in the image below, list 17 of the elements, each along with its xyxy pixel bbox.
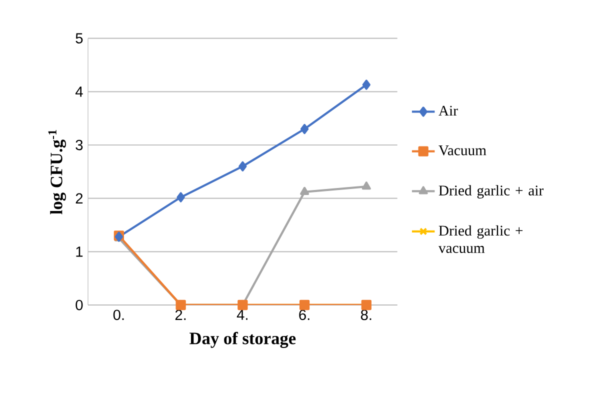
y-tick-label: 0: [76, 300, 83, 310]
legend-label: Vacuum: [438, 146, 486, 156]
y-axis-title: log CFU.g$^{-1}$: [48, 130, 66, 214]
y-tick-label: 3: [76, 140, 83, 150]
x-tick-label: 2.: [175, 310, 186, 320]
x-tick-label: 4.: [236, 310, 248, 320]
y-tick-label: 5: [76, 33, 83, 44]
x-tick-label: 8.: [360, 310, 372, 320]
y-tick-label: 4: [75, 86, 83, 97]
x-tick-label: 0.: [113, 310, 124, 320]
x-axis-title: Day of storage: [190, 332, 296, 348]
y-tick-label: 2: [76, 193, 83, 204]
x-tick-label: 6.: [299, 310, 310, 320]
legend-label: Air: [438, 106, 458, 116]
legend-label: Dried garlic + vacuum: [438, 225, 523, 253]
y-tick-label: 1: [76, 246, 83, 257]
legend-label: Dried garlic + air: [438, 185, 544, 198]
